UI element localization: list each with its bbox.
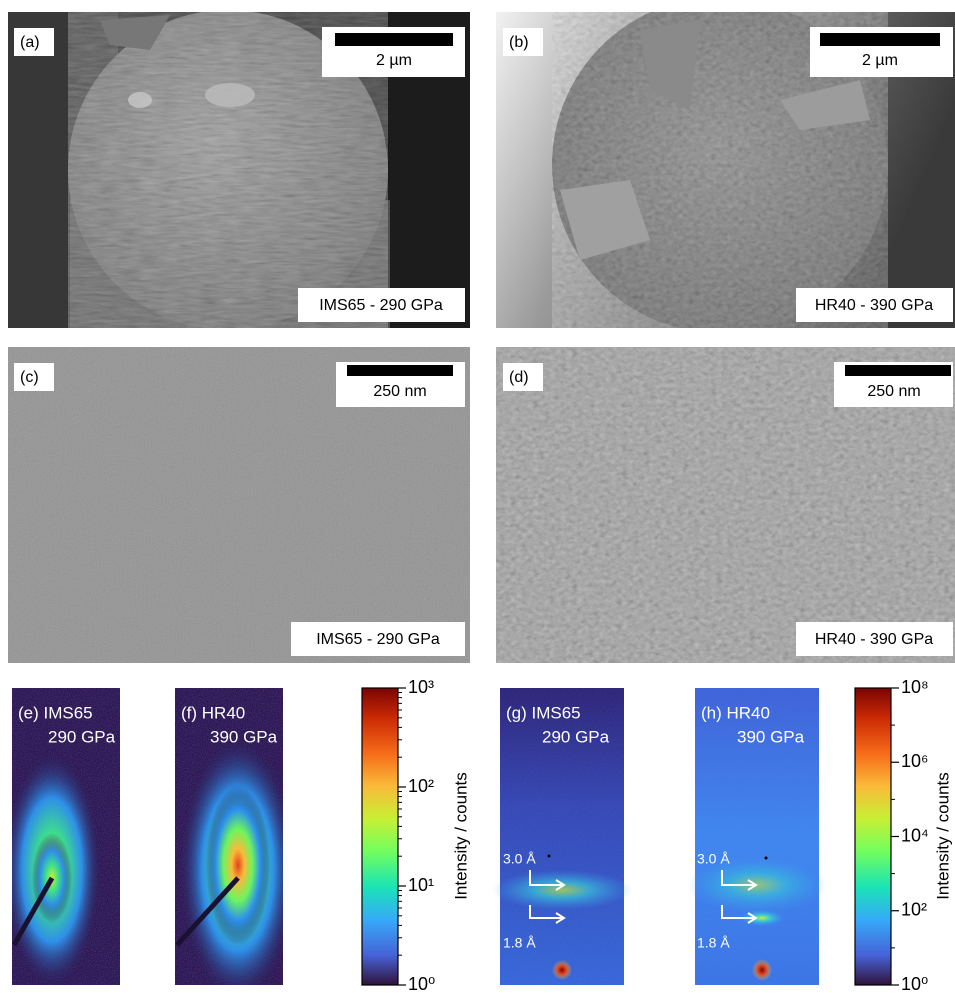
panel-label: (e) IMS65 (18, 703, 93, 722)
tick-label: 10⁶ (901, 751, 928, 771)
colorbar (362, 688, 398, 985)
panel-label: (d) (509, 369, 529, 386)
figure: (a) 2 µm IMS65 - 290 GPa (b) 2 µm HR40 -… (0, 0, 955, 993)
colorbar-title: Intensity / counts (933, 772, 952, 900)
colorbar-title: Intensity / counts (451, 772, 470, 900)
reflection-label: 1.8 Å (503, 935, 536, 951)
modulus-label: 390 GPa (210, 727, 278, 746)
tick-label: 10⁰ (408, 974, 435, 993)
tick-label: 10⁴ (901, 825, 929, 845)
reflection-label: 1.8 Å (697, 935, 730, 951)
panel-label: (f) HR40 (181, 703, 245, 722)
modulus-label: 290 GPa (542, 727, 610, 746)
scale-bar (347, 365, 453, 376)
scale-label: 250 nm (867, 383, 920, 400)
scale-bar (845, 365, 951, 376)
tick-label: 10² (408, 776, 434, 796)
panel-label: (h) HR40 (701, 703, 770, 722)
scale-bar (820, 33, 940, 46)
scale-bar (335, 33, 453, 46)
scale-label: 2 µm (376, 52, 412, 69)
tick-label: 10¹ (408, 875, 434, 895)
reflection-label: 3.0 Å (697, 851, 730, 867)
sample-label: HR40 - 390 GPa (815, 631, 933, 648)
panel-label: (b) (509, 34, 529, 51)
modulus-label: 390 GPa (737, 727, 805, 746)
panel-label: (a) (20, 34, 40, 51)
tick-label: 10⁰ (901, 974, 928, 993)
sample-label: IMS65 - 290 GPa (319, 297, 443, 314)
tick-label: 10² (901, 900, 927, 920)
modulus-label: 290 GPa (48, 727, 116, 746)
tick-label: 10³ (408, 677, 434, 697)
colorbar (855, 688, 891, 985)
reflection-label: 3.0 Å (503, 851, 536, 867)
panel-label: (c) (20, 369, 39, 386)
panel-label: (g) IMS65 (506, 703, 581, 722)
sample-label: HR40 - 390 GPa (815, 297, 933, 314)
tick-label: 10⁸ (901, 677, 929, 697)
scale-label: 250 nm (373, 383, 426, 400)
scale-label: 2 µm (862, 52, 898, 69)
sample-label: IMS65 - 290 GPa (316, 631, 440, 648)
